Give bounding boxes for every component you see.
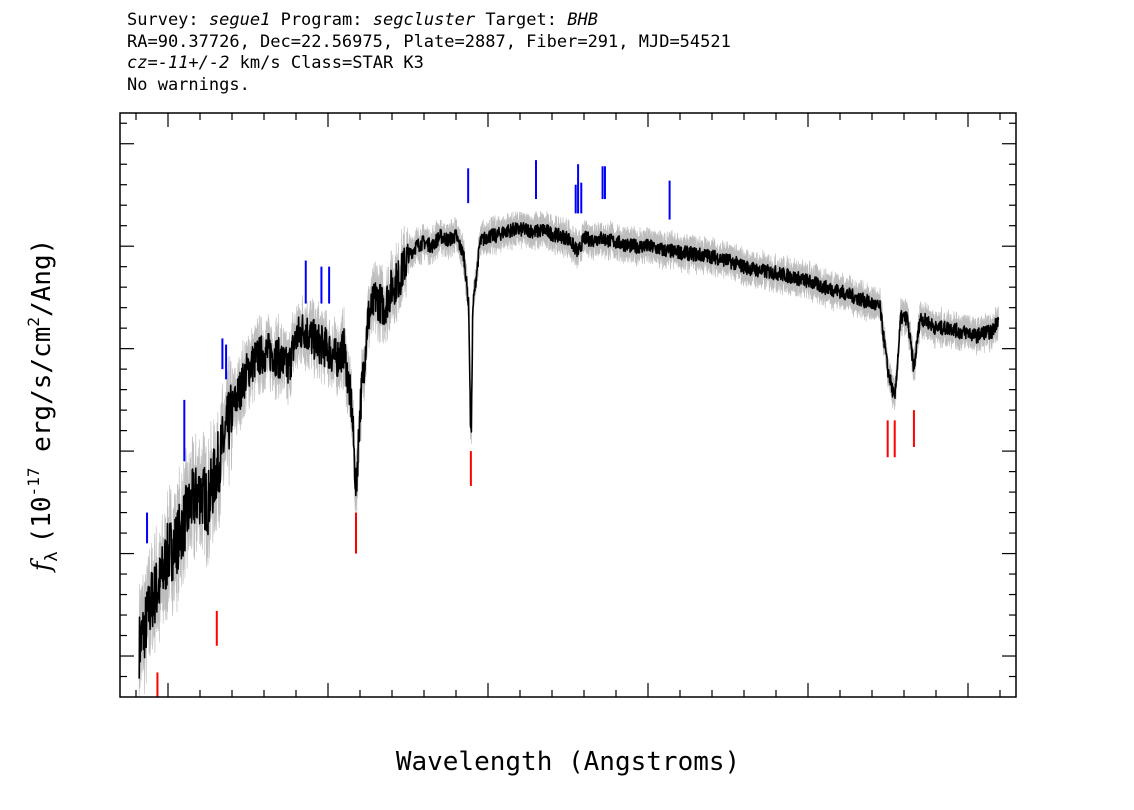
cz-label: cz= (127, 53, 158, 73)
program-value: segcluster (372, 10, 476, 30)
y-axis-title-exp1: -17 (24, 468, 43, 497)
plot-frame (119, 112, 1017, 698)
data-layer (138, 210, 1000, 697)
spectrum-header: Survey: segue1 Program: segcluster Targe… (127, 10, 731, 96)
cz-value: -11+/-2 (157, 53, 230, 73)
target-value: BHB (567, 10, 598, 30)
program-label: Program: (280, 10, 363, 30)
survey-label: Survey: (127, 10, 199, 30)
y-axis-title: fλ(10-17 erg/s/cm2/Ang) (24, 239, 62, 574)
noise-band (138, 210, 999, 697)
header-line-3: cz=-11+/-2 km/s Class=STAR K3 (127, 53, 731, 75)
target-label: Target: (485, 10, 557, 30)
y-axis-title-sub: λ (42, 551, 62, 561)
header-line-1: Survey: segue1 Program: segcluster Targe… (127, 10, 731, 32)
y-axis-title-pre: (10 (27, 496, 57, 543)
y-axis-title-exp2: 2 (24, 317, 43, 327)
y-axis-title-mid: erg/s/cm (27, 327, 57, 468)
axis-ticks (120, 113, 1016, 697)
cz-unit: km/s (239, 53, 281, 73)
header-line-2: RA=90.37726, Dec=22.56975, Plate=2887, F… (127, 31, 731, 52)
flux-series-line (138, 222, 1000, 679)
survey-value: segue1 (208, 10, 271, 30)
y-axis-title-post: /Ang) (27, 239, 57, 317)
x-axis-title: Wavelength (Angstroms) (396, 747, 740, 777)
line-markers (146, 160, 915, 697)
class-text: Class=STAR K3 (290, 53, 424, 73)
header-line-4: No warnings. (127, 74, 250, 95)
